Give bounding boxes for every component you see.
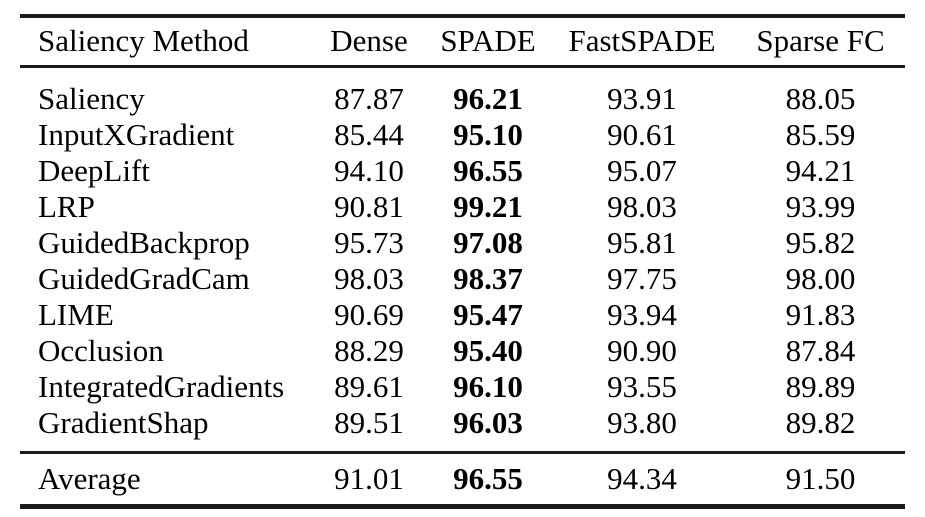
method-cell: GuidedBackprop: [38, 225, 250, 260]
spade-value: 95.40: [453, 333, 523, 368]
table-row: DeepLift 94.10 96.55 95.07 94.21: [20, 153, 905, 189]
fastspade-value: 98.03: [607, 189, 677, 224]
dense-value: 89.61: [334, 369, 404, 404]
method-cell: IntegratedGradients: [38, 369, 285, 404]
table-row: LRP 90.81 99.21 98.03 93.99: [20, 189, 905, 225]
dense-value: 91.01: [334, 460, 404, 496]
col-header-fastspade: FastSPADE: [548, 16, 736, 68]
method-cell: Occlusion: [38, 333, 164, 368]
dense-value: 85.44: [334, 117, 404, 152]
spade-value: 98.37: [453, 261, 523, 296]
spade-value: 96.03: [428, 405, 548, 454]
spade-value: 96.10: [453, 369, 523, 404]
sparse-fc-value: 98.00: [785, 261, 856, 296]
spade-value: 96.55: [453, 153, 523, 188]
table-row: GradientShap 89.51 96.03 93.80 89.82: [20, 405, 905, 454]
fastspade-value: 97.75: [607, 261, 677, 296]
method-cell: Saliency: [38, 80, 145, 116]
sparse-fc-value: 91.83: [785, 297, 856, 332]
method-cell: Average: [38, 460, 141, 496]
col-header-sparse-fc: Sparse FC: [736, 16, 905, 68]
table-row: Occlusion 88.29 95.40 90.90 87.84: [20, 333, 905, 369]
sparse-fc-value: 89.82: [736, 405, 905, 454]
sparse-fc-value: 87.84: [785, 333, 856, 368]
sparse-fc-value: 95.82: [785, 225, 856, 260]
fastspade-value: 95.07: [607, 153, 677, 188]
table-row: Saliency 87.87 96.21 93.91 88.05: [20, 67, 905, 118]
method-cell: GuidedGradCam: [38, 261, 250, 296]
spade-value: 95.47: [453, 297, 523, 332]
sparse-fc-value: 91.50: [785, 460, 856, 496]
table-row: InputXGradient 85.44 95.10 90.61 85.59: [20, 117, 905, 153]
dense-value: 95.73: [334, 225, 404, 260]
dense-value: 88.29: [334, 333, 404, 368]
fastspade-value: 94.34: [607, 460, 677, 496]
dense-value: 89.51: [310, 405, 428, 454]
table-row: IntegratedGradients 89.61 96.10 93.55 89…: [20, 369, 905, 405]
col-header-dense: Dense: [310, 16, 428, 68]
fastspade-value: 90.61: [607, 117, 677, 152]
method-cell: LIME: [38, 297, 114, 332]
header-row: Saliency Method Dense SPADE FastSPADE Sp…: [20, 16, 905, 68]
fastspade-value: 95.81: [607, 225, 677, 260]
fastspade-value: 93.55: [607, 369, 677, 404]
results-table: Saliency Method Dense SPADE FastSPADE Sp…: [20, 14, 905, 509]
spade-value: 96.21: [453, 80, 523, 116]
sparse-fc-value: 93.99: [785, 189, 856, 224]
table-row: GuidedGradCam 98.03 98.37 97.75 98.00: [20, 261, 905, 297]
sparse-fc-value: 94.21: [785, 153, 856, 188]
dense-value: 98.03: [334, 261, 404, 296]
paper-results-table-figure: Saliency Method Dense SPADE FastSPADE Sp…: [20, 14, 905, 509]
dense-value: 90.69: [334, 297, 404, 332]
fastspade-value: 93.94: [607, 297, 677, 332]
dense-value: 94.10: [334, 153, 404, 188]
sparse-fc-value: 85.59: [785, 117, 856, 152]
dense-value: 87.87: [334, 80, 404, 116]
method-cell: InputXGradient: [38, 117, 235, 152]
spade-value: 96.55: [453, 460, 523, 496]
fastspade-value: 93.80: [548, 405, 736, 454]
col-header-spade: SPADE: [428, 16, 548, 68]
spade-value: 95.10: [453, 117, 523, 152]
dense-value: 90.81: [334, 189, 404, 224]
method-cell: DeepLift: [38, 153, 150, 188]
sparse-fc-value: 89.89: [785, 369, 856, 404]
spade-value: 97.08: [453, 225, 523, 260]
sparse-fc-value: 88.05: [785, 80, 856, 116]
col-header-saliency-method: Saliency Method: [20, 16, 310, 68]
spade-value: 99.21: [453, 189, 523, 224]
method-cell: GradientShap: [20, 405, 310, 454]
fastspade-value: 93.91: [607, 80, 677, 116]
method-cell: LRP: [38, 189, 95, 224]
fastspade-value: 90.90: [607, 333, 677, 368]
table-row: LIME 90.69 95.47 93.94 91.83: [20, 297, 905, 333]
table-row: GuidedBackprop 95.73 97.08 95.81 95.82: [20, 225, 905, 261]
average-row: Average 91.01 96.55 94.34 91.50: [20, 453, 905, 507]
